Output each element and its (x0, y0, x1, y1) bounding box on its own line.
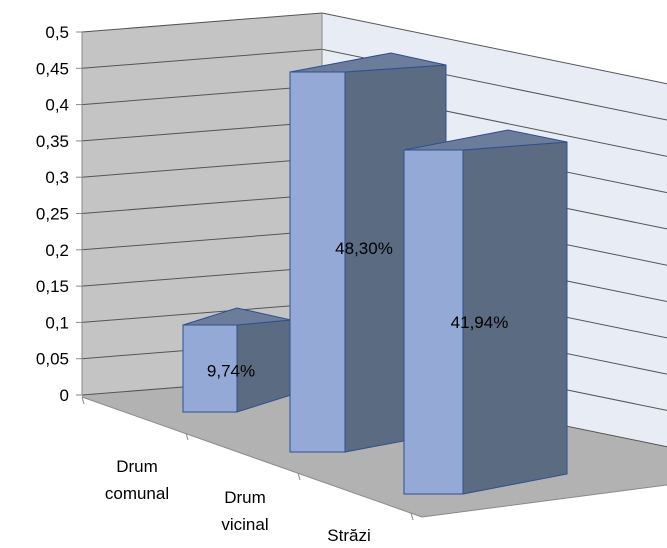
bar (182, 307, 292, 413)
y-tick-label: 0,35 (36, 132, 69, 151)
data-label: 48,30% (335, 239, 393, 258)
y-axis: 0 0,05 0,1 0,15 0,2 0,25 0,3 0,35 0,4 0,45 0,5 (36, 23, 83, 405)
y-tick-label: 0,3 (45, 168, 69, 187)
bars: 9,74% 48,30% 41,94% (182, 52, 568, 495)
x-tick-mark (410, 512, 414, 521)
x-axis: Drum comunal Drum vicinal Străzi (81, 396, 667, 545)
x-category-label: Străzi (327, 526, 370, 545)
x-tick-mark (185, 432, 189, 441)
bar (403, 129, 568, 495)
x-tick-mark (81, 396, 85, 405)
data-label: 41,94% (451, 313, 509, 332)
x-axis-line (81, 396, 423, 518)
x-category-line: Drum (116, 457, 158, 476)
x-category-line: Drum (224, 488, 266, 507)
y-tick-label: 0,25 (36, 205, 69, 224)
x-category-line: vicinal (221, 515, 268, 534)
floor-edge (421, 484, 667, 518)
x-category-label: Drum vicinal (221, 488, 268, 534)
y-tick-label: 0,45 (36, 59, 69, 78)
bar-front (403, 149, 464, 495)
y-tick-label: 0,4 (45, 96, 69, 115)
x-category-label: Drum comunal (105, 457, 169, 503)
x-category-line: Străzi (327, 526, 370, 545)
y-tick-label: 0,05 (36, 350, 69, 369)
bar-front (182, 324, 238, 413)
bar-front (289, 71, 346, 453)
y-tick-label: 0,1 (45, 313, 69, 332)
x-tick-mark (297, 472, 301, 481)
x-category-line: comunal (105, 484, 169, 503)
y-tick-label: 0 (60, 386, 69, 405)
y-tick-label: 0,15 (36, 277, 69, 296)
y-tick-label: 0,2 (45, 241, 69, 260)
data-label: 9,74% (207, 362, 255, 381)
y-tick-label: 0,5 (45, 23, 69, 42)
